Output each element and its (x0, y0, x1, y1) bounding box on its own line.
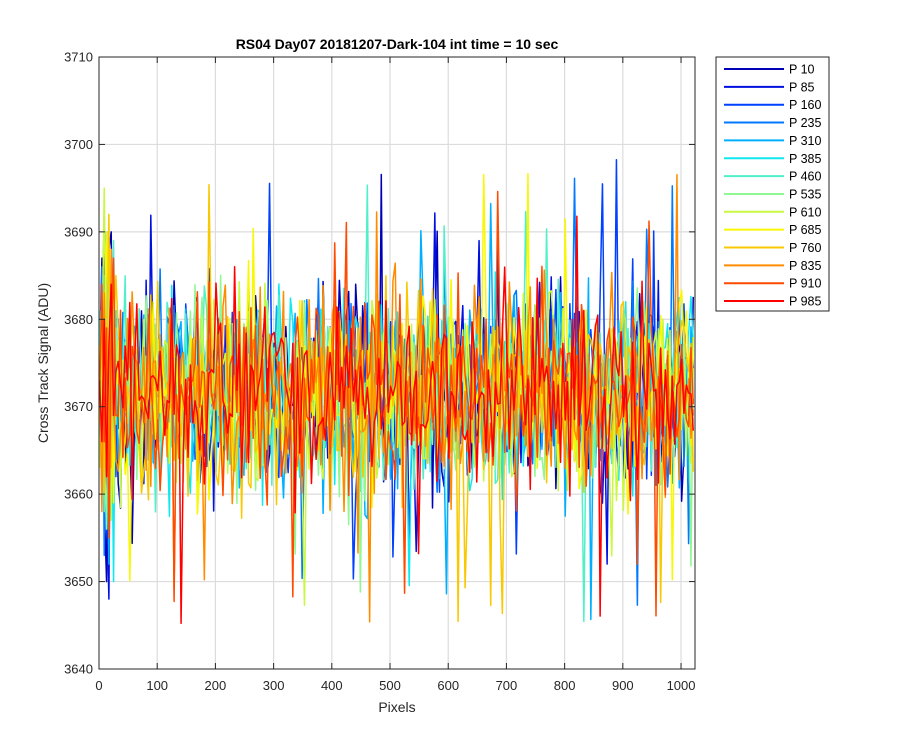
x-tick-label: 500 (379, 678, 401, 693)
legend-entry-label: P 385 (789, 152, 821, 166)
y-tick-label: 3680 (64, 312, 93, 327)
y-tick-label: 3700 (64, 137, 93, 152)
chart-title: RS04 Day07 20181207-Dark-104 int time = … (236, 36, 559, 52)
x-tick-label: 600 (437, 678, 459, 693)
x-tick-label: 1000 (667, 678, 696, 693)
plot-area-box (98, 56, 696, 670)
legend-entry-label: P 910 (789, 277, 821, 291)
x-tick-label: 900 (612, 678, 634, 693)
x-tick-label: 700 (496, 678, 518, 693)
x-tick-label: 0 (95, 678, 102, 693)
legend-entry-label: P 235 (789, 116, 821, 130)
y-tick-label: 3640 (64, 662, 93, 677)
series-line (98, 190, 694, 617)
legend-entry-label: P 10 (789, 63, 815, 77)
legend-entry-label: P 985 (789, 295, 821, 309)
legend-box (715, 56, 830, 312)
x-tick-label: 400 (321, 678, 343, 693)
legend-entry-label: P 835 (789, 259, 821, 273)
legend-entry-label: P 85 (789, 80, 815, 94)
x-tick-label: 800 (554, 678, 576, 693)
x-tick-label: 200 (205, 678, 227, 693)
legend-entry-label: P 460 (789, 170, 821, 184)
y-tick-label: 3690 (64, 224, 93, 239)
axis-tick-labels: 0 100 200 300 400 500 600 700 800 900 1000 3640 3650… (64, 50, 695, 694)
legend-entry-label: P 610 (789, 205, 821, 219)
y-tick-label: 3670 (64, 399, 93, 414)
axis-ticks (98, 56, 695, 670)
legend-entry-label: P 535 (789, 187, 821, 201)
x-tick-label: 100 (146, 678, 168, 693)
legend-entry-label: P 760 (789, 241, 821, 255)
x-axis-label: Pixels (378, 699, 415, 715)
legend-entry-label: P 310 (789, 134, 821, 148)
series-lines (98, 159, 694, 625)
legend-entry-label: P 685 (789, 223, 821, 237)
legend: P 10 P 85 P 160 P 235 P 310 P 385 P 460 P 535 P … (715, 56, 830, 312)
x-tick-label: 300 (263, 678, 285, 693)
y-tick-label: 3650 (64, 574, 93, 589)
y-tick-label: 3710 (64, 50, 93, 65)
y-axis-label: Cross Track Signal (ADU) (35, 283, 51, 443)
y-tick-label: 3660 (64, 487, 93, 502)
legend-entry-label: P 160 (789, 98, 821, 112)
series-line (98, 215, 694, 625)
